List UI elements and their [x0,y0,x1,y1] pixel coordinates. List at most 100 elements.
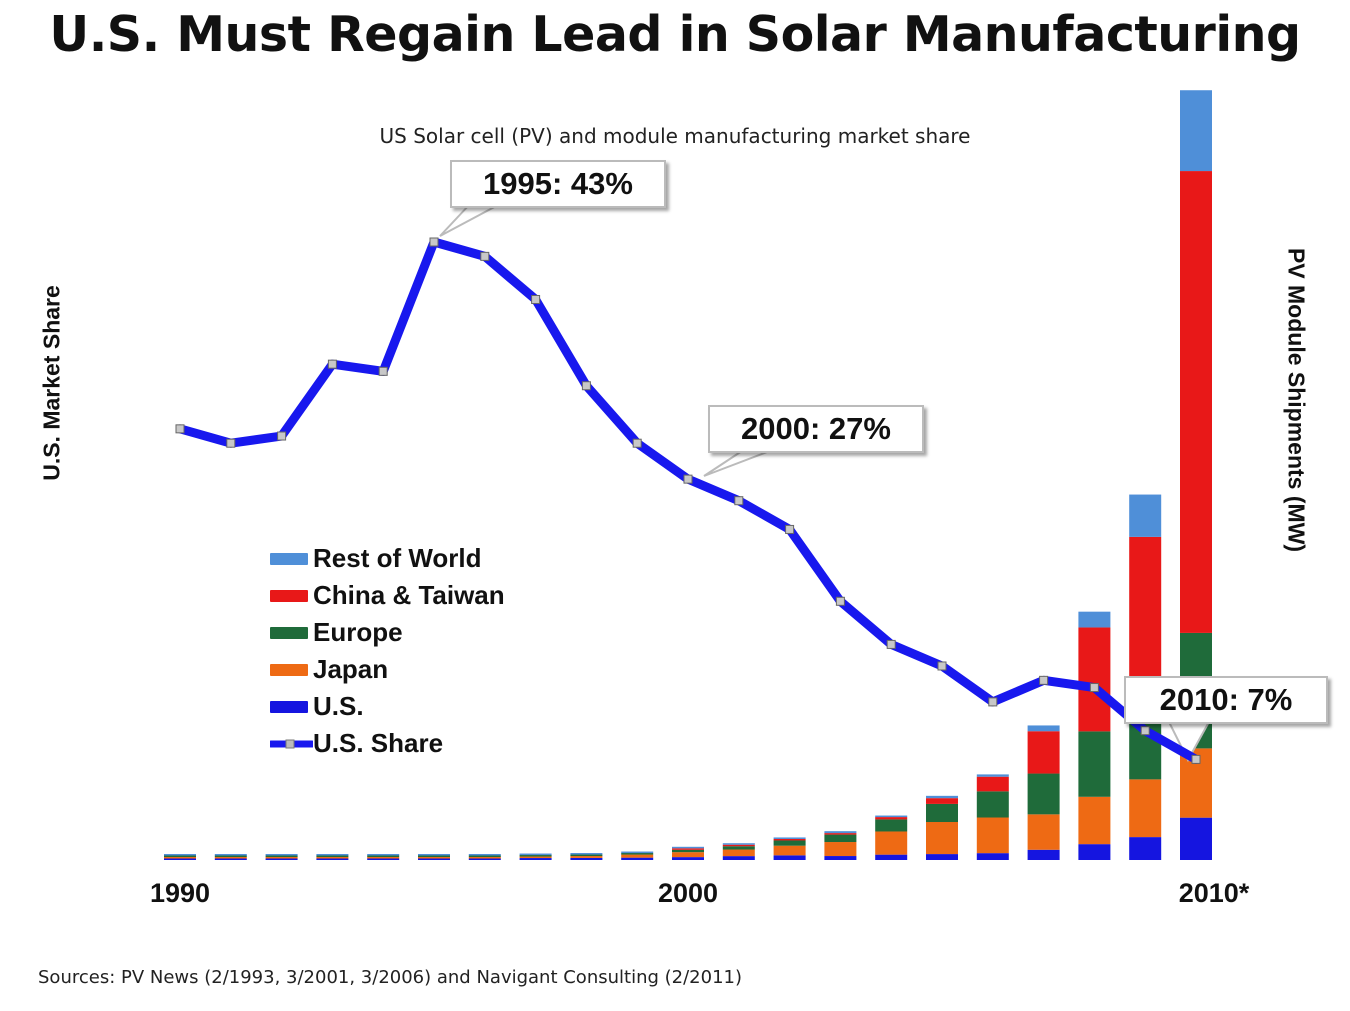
x-tick-label-2010: 2010* [1179,878,1250,908]
share-point-2006 [988,697,998,707]
bar-u-s--2005 [926,854,958,860]
legend-swatch [270,663,308,676]
x-tick-label-1990: 1990 [150,878,210,908]
bar-europe-1999 [621,853,654,855]
bar-japan-2005 [926,822,958,855]
legend: Rest of World China & Taiwan Europe Japa… [270,540,505,762]
bar-china-taiwan-2007 [1027,731,1060,774]
share-point-1991 [226,438,236,448]
bar-europe-1995 [418,855,450,857]
bar-europe-1991 [214,855,247,857]
callout-tail-1995 [439,203,501,237]
bar-japan-1997 [519,856,552,859]
callout-2010: 2010: 7% [1124,676,1328,724]
bar-u-s--1997 [519,858,552,860]
legend-swatch [270,700,308,713]
bar-u-s--2003 [824,856,857,860]
bar-u-s--1995 [418,858,450,860]
bar-u-s--2000 [672,857,704,860]
callout-1995: 1995: 43% [450,160,666,208]
bar-japan-1990 [164,857,196,859]
legend-swatch [270,552,308,565]
bar-u-s--1994 [367,858,400,860]
bar-rest-of-world-2007 [1027,725,1060,732]
bar-rest-of-world-2006 [976,774,1009,777]
bar-u-s--1999 [621,857,654,860]
bar-rest-of-world-2003 [824,831,857,834]
bar-china-taiwan-2006 [976,776,1009,792]
bar-u-s--1996 [468,858,501,860]
bar-china-taiwan-2004 [875,817,908,820]
bar-rest-of-world-1997 [519,853,552,856]
bar-rest-of-world-2001 [722,843,755,845]
bar-u-s--2002 [773,855,806,860]
share-point-1995 [429,237,439,247]
bar-rest-of-world-1991 [214,854,247,856]
bar-rest-of-world-1993 [316,854,349,856]
legend-label: Japan [313,654,389,684]
bar-china-taiwan-2009 [1129,536,1162,691]
bar-china-taiwan-2008 [1078,627,1111,732]
x-tick-label-2000: 2000 [658,878,718,908]
bar-u-s--1998 [570,857,603,860]
bar-japan-2004 [875,831,908,855]
bar-rest-of-world-1992 [265,854,298,856]
bar-europe-2006 [976,791,1009,818]
bar-europe-2004 [875,819,908,832]
bar-china-taiwan-2000 [672,848,704,850]
bar-europe-1997 [519,855,552,857]
share-point-2005 [937,661,947,671]
bar-china-taiwan-2005 [926,798,958,804]
share-point-1993 [327,359,337,369]
bar-u-s--1993 [316,858,349,860]
share-point-1998 [581,381,591,391]
bar-u-s--2010 [1180,817,1212,860]
bar-u-s--2006 [976,853,1009,860]
share-point-1999 [632,438,642,448]
bar-europe-1992 [265,855,298,857]
bar-rest-of-world-1996 [468,853,501,856]
bar-rest-of-world-1990 [164,854,196,856]
share-point-1990 [175,424,185,434]
bar-japan-1991 [214,857,247,859]
bar-japan-2008 [1078,796,1111,845]
share-point-1994 [378,366,388,376]
share-point-2002 [785,524,795,534]
bar-europe-1996 [468,855,501,857]
callout-tail-2000 [703,448,776,477]
bar-u-s--2001 [722,856,755,860]
share-point-2000 [683,474,693,484]
bar-u-s--2009 [1129,837,1162,860]
bar-rest-of-world-2005 [926,795,958,799]
bar-u-s--1990 [164,858,196,860]
source-note: Sources: PV News (2/1993, 3/2001, 3/2006… [38,967,743,988]
bar-japan-2000 [672,852,704,858]
legend-item-china-taiwan: China & Taiwan [270,577,505,614]
bar-europe-2001 [722,846,755,850]
bar-rest-of-world-1994 [367,854,400,856]
bar-japan-2007 [1027,814,1060,850]
bar-europe-2007 [1027,773,1060,815]
bar-japan-1996 [468,856,501,859]
share-point-1992 [277,431,287,441]
bar-japan-1999 [621,854,654,858]
bar-u-s--1992 [265,858,298,860]
bar-japan-1992 [265,857,298,859]
chart-title: U.S. Must Regain Lead in Solar Manufactu… [49,6,1301,63]
legend-item-europe: Europe [270,614,505,651]
bar-europe-2002 [773,840,806,846]
bar-japan-1994 [367,857,400,859]
bar-rest-of-world-2000 [672,846,704,849]
legend-swatch [270,626,308,639]
share-point-2010 [1191,754,1201,764]
bar-china-taiwan-2001 [722,844,755,847]
share-point-1997 [531,294,541,304]
bar-europe-2000 [672,849,704,853]
bar-u-s--1991 [214,858,247,860]
bar-japan-1993 [316,857,349,859]
legend-label: Rest of World [313,543,482,573]
legend-label: China & Taiwan [313,580,505,610]
bar-europe-2008 [1078,731,1111,797]
share-point-2007 [1039,675,1049,685]
